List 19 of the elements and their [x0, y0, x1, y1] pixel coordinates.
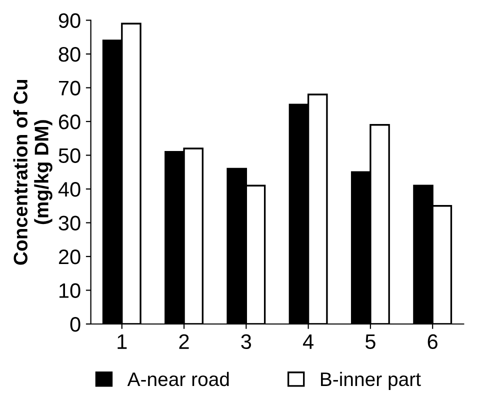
x-tick-label: 4 — [302, 334, 314, 349]
y-tick-label: 30 — [58, 216, 80, 231]
x-tick-label: 3 — [241, 334, 252, 350]
x-tick-label: 2 — [179, 334, 189, 349]
y-tick-label: 50 — [58, 148, 80, 164]
x-tick-label: 1 — [118, 334, 127, 349]
y-tick-label: 10 — [60, 283, 80, 298]
y-tick-label: 20 — [58, 250, 80, 264]
y-tick-label: 80 — [58, 47, 80, 62]
y-tick-label: 0 — [70, 317, 80, 332]
y-tick-label: 70 — [58, 80, 80, 96]
x-tick-label: 6 — [428, 334, 438, 350]
legend-label: A-near road — [127, 372, 229, 386]
x-tick-label: 5 — [365, 334, 376, 350]
y-tick-label: 40 — [58, 182, 80, 197]
y-tick-label: 90 — [58, 13, 80, 28]
y-tick-label: 60 — [58, 114, 80, 130]
legend-label: B-inner part — [321, 372, 421, 390]
y-axis-title: Concentration of Cu (mg/kg DM) — [13, 80, 52, 265]
